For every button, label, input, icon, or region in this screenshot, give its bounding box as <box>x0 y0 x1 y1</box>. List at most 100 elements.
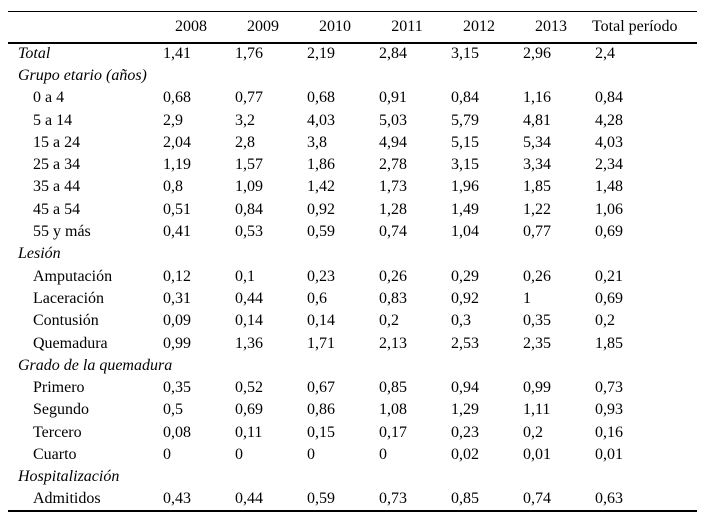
value-cell: 2,8 <box>235 133 255 151</box>
value-cell: 0,2 <box>523 423 543 441</box>
rates-by-year-table: 2008 2009 2010 2011 2012 2013 Total período To… <box>8 11 697 512</box>
value-cell: 0,63 <box>595 490 623 508</box>
value-cell: 5,79 <box>451 111 479 129</box>
table-row: Total 1,41 1,76 2,19 2,84 3,15 2,96 2,4 <box>8 43 697 65</box>
value-cell: 0,23 <box>451 423 479 441</box>
section-header-row: Hospitalización <box>8 466 697 488</box>
value-cell <box>587 65 697 87</box>
table-row: 45 a 54 0,51 0,84 0,92 1,28 1,49 1,22 1,06 <box>8 199 697 221</box>
value-cell: 0,84 <box>595 89 623 107</box>
value-cell <box>371 466 443 488</box>
value-cell: 0,68 <box>307 89 335 107</box>
value-cell: 0,99 <box>523 379 551 397</box>
value-cell: 2,13 <box>379 334 407 352</box>
value-cell <box>371 243 443 265</box>
column-header-2011: 2011 <box>371 11 443 44</box>
value-cell: 0,5 <box>163 401 183 419</box>
value-cell: 2,34 <box>595 156 623 174</box>
table-row: Tercero 0,08 0,11 0,15 0,17 0,23 0,2 0,16 <box>8 422 697 444</box>
value-cell: 2,4 <box>595 45 615 63</box>
value-cell: 1,41 <box>163 45 191 63</box>
value-cell: 5,34 <box>523 133 551 151</box>
value-cell: 0,69 <box>235 401 263 419</box>
row-label: Segundo <box>33 401 89 419</box>
section-header-row: Lesión <box>8 243 697 265</box>
section-header-label: Grado de la quemadura <box>18 356 173 374</box>
table-row: Admitidos 0,43 0,44 0,59 0,73 0,85 0,74 0,63 <box>8 488 697 510</box>
value-cell: 0,68 <box>163 89 191 107</box>
value-cell: 0,2 <box>379 312 399 330</box>
value-cell: 2,9 <box>163 111 183 129</box>
value-cell: 0,2 <box>595 312 615 330</box>
value-cell: 0,1 <box>235 267 255 285</box>
value-cell: 4,28 <box>595 111 623 129</box>
value-cell: 1,73 <box>379 178 407 196</box>
column-header-2008: 2008 <box>155 11 227 44</box>
value-cell: 0,3 <box>451 312 471 330</box>
value-cell: 0,29 <box>451 267 479 285</box>
value-cell: 0,6 <box>307 289 327 307</box>
value-cell: 3,2 <box>235 111 255 129</box>
value-cell: 4,03 <box>595 133 623 151</box>
value-cell: 1,19 <box>163 156 191 174</box>
value-cell: 1,06 <box>595 200 623 218</box>
value-cell: 0,83 <box>379 289 407 307</box>
value-cell: 2,35 <box>523 334 551 352</box>
value-cell <box>299 65 371 87</box>
row-label: Tercero <box>33 423 82 441</box>
value-cell <box>299 466 371 488</box>
value-cell: 0 <box>235 445 243 463</box>
table-row: Contusión 0,09 0,14 0,14 0,2 0,3 0,35 0,2 <box>8 310 697 332</box>
value-cell: 1,22 <box>523 200 551 218</box>
value-cell: 0,44 <box>235 490 263 508</box>
value-cell: 2,84 <box>379 45 407 63</box>
column-header-2012: 2012 <box>443 11 515 44</box>
value-cell: 0,08 <box>163 423 191 441</box>
value-cell: 0,01 <box>523 445 551 463</box>
value-cell: 1,36 <box>235 334 263 352</box>
value-cell: 0,77 <box>523 223 551 241</box>
value-cell <box>227 466 299 488</box>
value-cell: 0,17 <box>379 423 407 441</box>
value-cell: 0,09 <box>163 312 191 330</box>
table-row: 25 a 34 1,19 1,57 1,86 2,78 3,15 3,34 2,34 <box>8 154 697 176</box>
value-cell: 0,35 <box>523 312 551 330</box>
value-cell: 0,74 <box>379 223 407 241</box>
value-cell <box>515 243 587 265</box>
value-cell <box>443 466 515 488</box>
value-cell <box>299 355 371 377</box>
value-cell: 0,86 <box>307 401 335 419</box>
table-row: Cuarto 0 0 0 0 0,02 0,01 0,01 <box>8 444 697 466</box>
value-cell: 1,28 <box>379 200 407 218</box>
value-cell: 1,11 <box>523 401 551 419</box>
table-row: 55 y más 0,41 0,53 0,59 0,74 1,04 0,77 0,69 <box>8 221 697 243</box>
section-header-row: Grupo etario (años) <box>8 65 697 87</box>
table-row: 35 a 44 0,8 1,09 1,42 1,73 1,96 1,85 1,48 <box>8 176 697 198</box>
value-cell: 0,51 <box>163 200 191 218</box>
value-cell: 0,73 <box>379 490 407 508</box>
value-cell: 0,21 <box>595 267 623 285</box>
value-cell: 0,02 <box>451 445 479 463</box>
value-cell: 2,04 <box>163 133 191 151</box>
value-cell <box>515 466 587 488</box>
value-cell <box>515 355 587 377</box>
row-label: Admitidos <box>33 490 101 508</box>
value-cell <box>443 243 515 265</box>
value-cell: 0,93 <box>595 401 623 419</box>
column-header-2010: 2010 <box>299 11 371 44</box>
value-cell: 0,84 <box>235 200 263 218</box>
value-cell: 0,01 <box>595 445 623 463</box>
value-cell: 1,96 <box>451 178 479 196</box>
value-cell: 0 <box>379 445 387 463</box>
row-label: 25 a 34 <box>33 156 81 174</box>
value-cell: 0,14 <box>307 312 335 330</box>
value-cell: 0,26 <box>379 267 407 285</box>
table-row: Laceración 0,31 0,44 0,6 0,83 0,92 1 0,69 <box>8 288 697 310</box>
value-cell: 0,35 <box>163 379 191 397</box>
value-cell <box>155 243 227 265</box>
table-body: Total 1,41 1,76 2,19 2,84 3,15 2,96 2,4 Grupo et… <box>8 43 697 511</box>
value-cell: 0,92 <box>307 200 335 218</box>
value-cell: 0,26 <box>523 267 551 285</box>
value-cell <box>227 243 299 265</box>
section-header-row: Grado de la quemadura <box>8 355 697 377</box>
